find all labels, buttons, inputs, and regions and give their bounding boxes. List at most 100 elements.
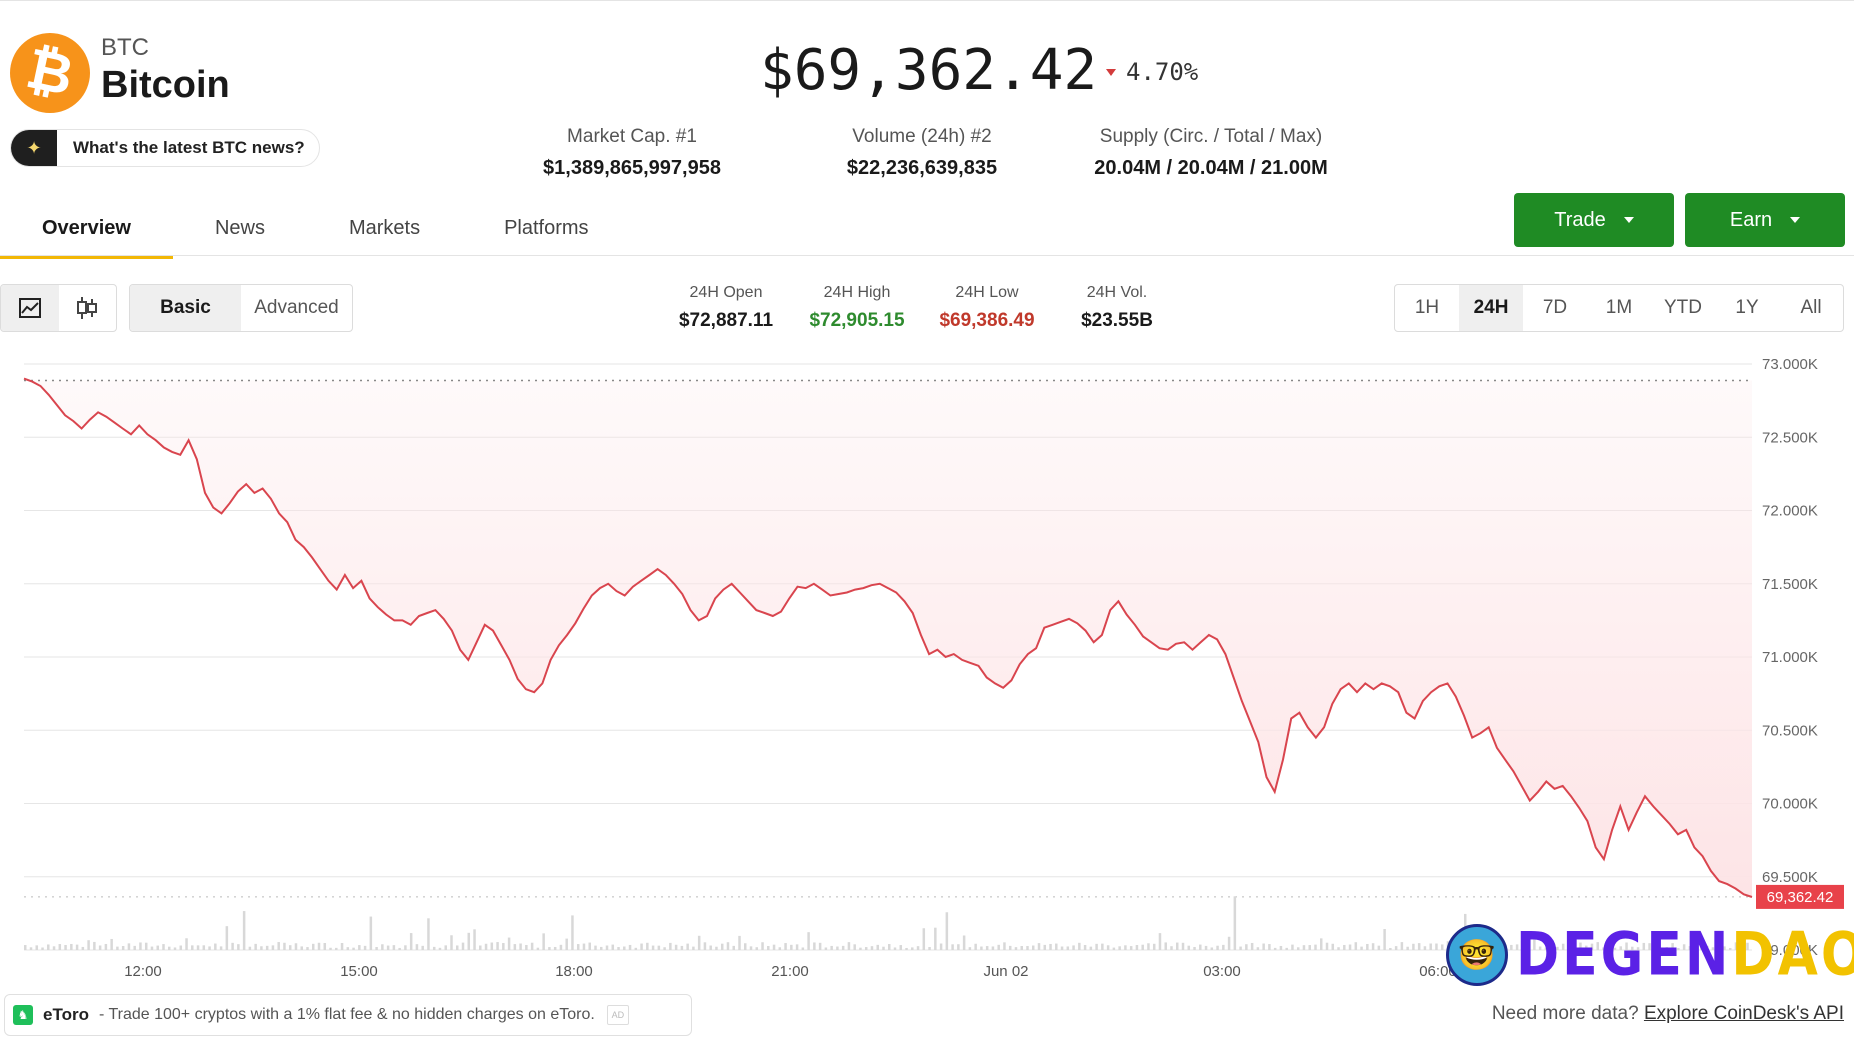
range-24h[interactable]: 24H: [1459, 285, 1523, 331]
volume-bar: [1106, 945, 1110, 950]
summary-value: $23.55B: [1081, 310, 1153, 331]
tab-overview[interactable]: Overview: [0, 212, 173, 259]
tab-news[interactable]: News: [214, 217, 265, 239]
volume-bar: [70, 943, 73, 950]
volume-bar: [1510, 944, 1513, 950]
etoro-ad[interactable]: ♞ eToro - Trade 100+ cryptos with a 1% f…: [4, 994, 692, 1036]
volume-bar: [1556, 946, 1559, 950]
range-all[interactable]: All: [1800, 297, 1822, 318]
tab-platforms[interactable]: Platforms: [504, 217, 589, 239]
sparkles-icon: ✦: [11, 130, 57, 166]
y-tick-label: 72.000K: [1762, 503, 1818, 520]
volume-bar: [692, 946, 695, 950]
vol-summary: 24H Vol. $23.55B: [1057, 284, 1177, 332]
volume-bar: [686, 943, 689, 950]
volume-bar: [1325, 942, 1329, 950]
volume-bar: [830, 945, 833, 950]
y-tick-label: 71.000K: [1762, 649, 1818, 666]
volume-bar: [720, 943, 724, 950]
volume-bar: [24, 945, 27, 950]
earn-button[interactable]: Earn: [1685, 193, 1845, 247]
line-chart-button[interactable]: [1, 285, 59, 331]
volume-bar: [1296, 947, 1300, 950]
volume-stat: Volume (24h) #2 $22,236,639,835: [820, 126, 1024, 180]
mode-advanced[interactable]: Advanced: [254, 297, 339, 318]
ad-brand: eToro: [43, 1005, 89, 1024]
stat-label: Market Cap. #1: [567, 126, 697, 147]
current-price-tag-bg: [1756, 884, 1844, 909]
price-chart[interactable]: 73.000K 72.500K 72.000K 71.500K 71.000K 70.50…: [0, 350, 1854, 985]
volume-bar: [1700, 944, 1703, 950]
mode-basic[interactable]: Basic: [130, 285, 241, 331]
volume-bar: [1711, 947, 1715, 950]
volume-bar: [421, 945, 424, 950]
volume-bar: [1032, 945, 1035, 950]
range-1h[interactable]: 1H: [1414, 297, 1440, 318]
volume-bar: [680, 945, 684, 950]
volume-bar: [761, 942, 764, 950]
range-7d[interactable]: 7D: [1542, 297, 1568, 318]
volume-bar: [1740, 945, 1743, 950]
volume-bar: [127, 943, 131, 950]
volume-bar: [968, 947, 972, 950]
coin-symbol: BTC: [101, 34, 149, 61]
volume-bar: [1544, 947, 1548, 950]
volume-bar: [473, 929, 476, 950]
volume-bar: [513, 944, 517, 950]
tab-markets[interactable]: Markets: [348, 217, 421, 239]
coin-name: Bitcoin: [101, 64, 230, 106]
volume-bar: [1176, 942, 1179, 950]
volume-bar: [1521, 942, 1525, 950]
volume-bars: [24, 896, 1749, 950]
x-tick-label: 12:00: [124, 963, 162, 980]
volume-bar: [1250, 942, 1254, 950]
volume-bar: [1665, 947, 1669, 950]
volume-bar: [709, 945, 712, 950]
candlestick-button[interactable]: [59, 285, 117, 331]
volume-bar: [1199, 944, 1202, 950]
x-tick-label: 18:00: [555, 963, 593, 980]
volume-bar: [755, 947, 759, 950]
volume-bar: [594, 945, 597, 950]
volume-bar: [1308, 945, 1311, 950]
volume-bar: [242, 911, 246, 950]
volume-bar: [1377, 945, 1381, 950]
volume-bar: [600, 946, 603, 950]
volume-bar: [1181, 942, 1185, 950]
volume-bar: [1705, 945, 1709, 950]
volume-bar: [1389, 947, 1392, 950]
volume-bar: [951, 944, 954, 950]
volume-bar: [1147, 943, 1150, 950]
range-1y[interactable]: 1Y: [1735, 297, 1759, 318]
top-border: [0, 0, 1854, 1]
volume-bar: [738, 935, 741, 950]
volume-bar: [1158, 933, 1162, 950]
news-prompt-button[interactable]: ✦ What's the latest BTC news?: [10, 129, 320, 167]
volume-bar: [824, 947, 828, 950]
volume-bar: [859, 947, 862, 950]
volume-bar: [1723, 946, 1726, 950]
volume-bar: [807, 932, 810, 950]
volume-bar: [41, 947, 44, 950]
volume-bar: [916, 946, 920, 950]
trade-button[interactable]: Trade: [1514, 193, 1674, 247]
volume-bar: [617, 947, 620, 950]
volume-bar: [985, 946, 989, 950]
explore-api-link[interactable]: Explore CoinDesk's API: [1643, 1003, 1844, 1024]
volume-bar: [29, 947, 33, 950]
summary-label: 24H High: [823, 284, 891, 301]
volume-bar: [1055, 943, 1058, 950]
volume-bar: [945, 912, 949, 950]
volume-bar: [605, 945, 609, 950]
volume-bar: [1659, 947, 1663, 950]
volume-bar: [893, 947, 897, 950]
volume-bar: [1429, 943, 1432, 950]
range-1m[interactable]: 1M: [1605, 297, 1633, 318]
more-data: Need more data? Explore CoinDesk's API: [1492, 1003, 1844, 1025]
range-ytd[interactable]: YTD: [1664, 297, 1702, 318]
volume-bar: [623, 946, 626, 950]
volume-bar: [1083, 945, 1087, 950]
trade-label: Trade: [1554, 208, 1606, 231]
volume-bar: [767, 945, 770, 950]
volume-bar: [841, 945, 845, 950]
